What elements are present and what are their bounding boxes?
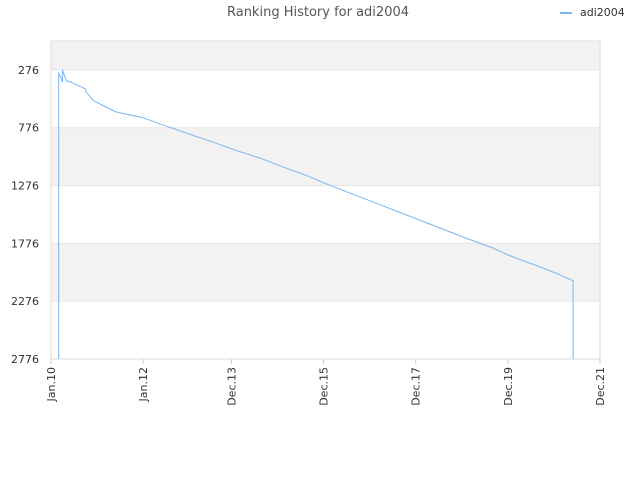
x-tick-label-Dec.21: Dec.21 <box>594 367 607 406</box>
y-tick-label-1276: 1276 <box>11 180 39 193</box>
y-tick-label-276: 276 <box>18 64 39 77</box>
grid-lines <box>51 69 600 360</box>
y-tick-label-776: 776 <box>18 122 39 135</box>
x-tick-label-Jan.10: Jan.10 <box>45 367 58 402</box>
y-tick-label-1776: 1776 <box>11 237 39 250</box>
y-tick-label-2776: 2776 <box>11 353 39 366</box>
x-axis-tick-labels: Jan.10 Jan.12 Dec.13 Dec.15 Dec.17 Dec.19 Dec.… <box>45 367 607 406</box>
plot-band-4 <box>51 243 600 302</box>
legend[interactable]: adi2004 <box>560 6 625 19</box>
legend-label-adi2004: adi2004 <box>580 6 625 19</box>
x-tick-label-Dec.15: Dec.15 <box>318 367 331 406</box>
x-tick-label-Dec.13: Dec.13 <box>225 367 238 406</box>
plot-bands <box>51 41 600 302</box>
series-group <box>58 69 574 360</box>
plot-band-0 <box>51 41 600 70</box>
chart-title: Ranking History for adi2004 <box>227 5 409 20</box>
x-axis-tick-marks <box>50 359 601 364</box>
series-line-adi2004 <box>58 69 574 360</box>
x-tick-label-Dec.17: Dec.17 <box>410 367 423 406</box>
plot-band-2 <box>51 127 600 186</box>
plot-area-frame <box>50 40 601 360</box>
x-tick-label-Dec.19: Dec.19 <box>502 367 515 406</box>
y-axis-tick-labels: 276 776 1276 1776 2276 2776 <box>11 64 39 366</box>
x-tick-label-Jan.12: Jan.12 <box>137 367 150 402</box>
y-tick-label-2276: 2276 <box>11 295 39 308</box>
